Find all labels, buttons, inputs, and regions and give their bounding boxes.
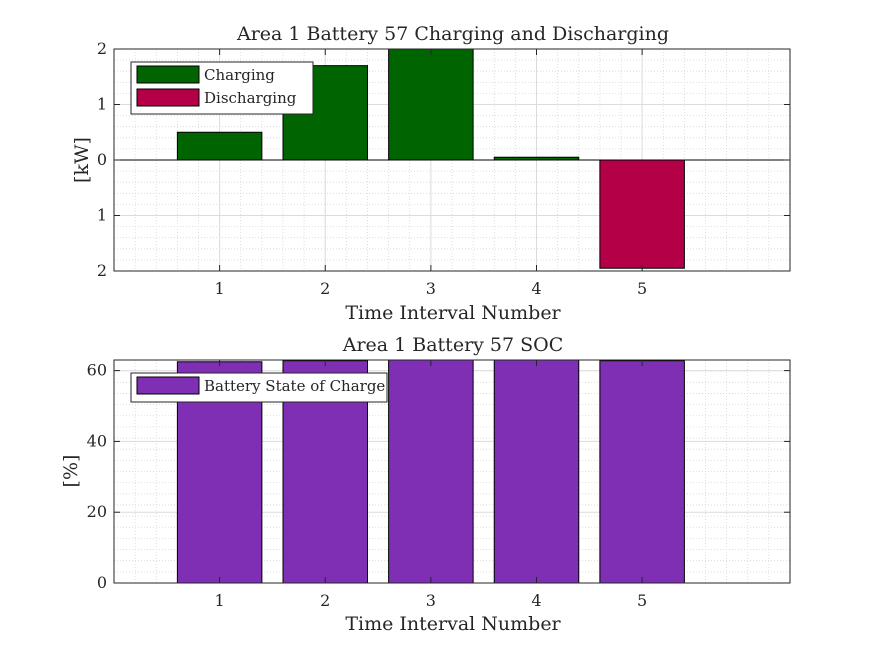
y-axis-label: [kW] — [71, 137, 93, 183]
bar-battery-state-of-charge-5 — [599, 360, 685, 584]
bar-charging-3 — [388, 48, 474, 161]
y-tick-label: 60 — [87, 361, 107, 380]
soc-chart: Area 1 Battery 57 SOC Time Interval Numb… — [60, 334, 791, 635]
y-tick-label: 2 — [97, 39, 107, 58]
y-tick-label: 20 — [87, 502, 107, 521]
legend-swatch — [136, 376, 200, 395]
charging-discharging-chart: Area 1 Battery 57 Charging and Dischargi… — [71, 23, 791, 324]
bar-battery-state-of-charge-4 — [493, 359, 580, 584]
x-axis-label: Time Interval Number — [345, 302, 561, 324]
bar-charging-1 — [176, 131, 263, 161]
x-tick-label: 1 — [215, 279, 225, 298]
legend: Battery State of Charge — [130, 372, 388, 403]
x-tick-label: 1 — [215, 591, 225, 610]
x-tick-label: 5 — [637, 591, 647, 610]
x-tick-label: 3 — [426, 279, 436, 298]
chart-title: Area 1 Battery 57 SOC — [342, 334, 564, 356]
legend-swatch — [136, 65, 200, 84]
y-tick-label: 0 — [97, 573, 107, 592]
y-axis-label: [%] — [60, 455, 82, 488]
legend: Charging Discharging — [130, 61, 314, 115]
legend-label: Battery State of Charge — [204, 377, 385, 395]
x-tick-label: 3 — [426, 591, 436, 610]
x-tick-label: 2 — [320, 279, 330, 298]
axes-box — [113, 359, 791, 584]
y-tick-label: 0 — [97, 150, 107, 169]
bar-discharging-5 — [599, 159, 685, 269]
chart-title: Area 1 Battery 57 Charging and Dischargi… — [236, 23, 669, 45]
legend-label: Charging — [204, 66, 275, 84]
legend-label: Discharging — [204, 89, 297, 107]
y-tick-label: 1 — [97, 206, 107, 225]
x-tick-label: 4 — [531, 591, 541, 610]
y-tick-label: 2 — [97, 261, 107, 280]
x-tick-label: 4 — [531, 279, 541, 298]
y-tick-label: 40 — [87, 431, 107, 450]
legend-swatch — [136, 88, 200, 107]
x-tick-label: 2 — [320, 591, 330, 610]
x-axis-label: Time Interval Number — [345, 613, 561, 635]
y-tick-label: 1 — [97, 95, 107, 114]
bar-battery-state-of-charge-3 — [388, 359, 474, 584]
x-tick-label: 5 — [637, 279, 647, 298]
